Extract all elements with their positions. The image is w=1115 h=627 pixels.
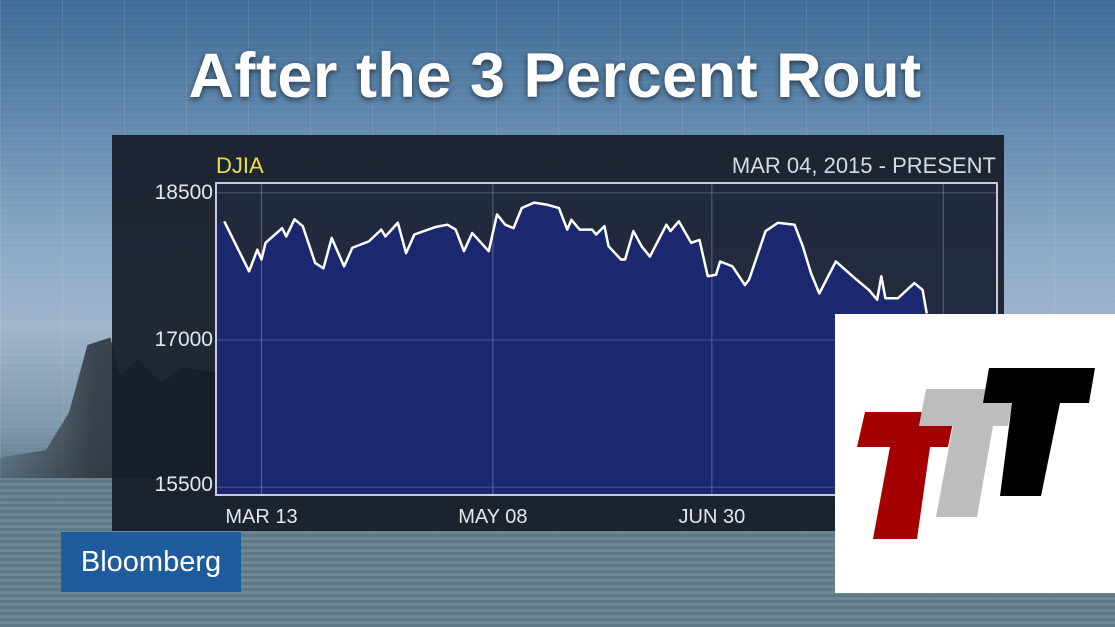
y-tick-label: 17000 <box>154 328 213 351</box>
black-t-shape <box>983 368 1095 496</box>
x-tick-label: JUN 30 <box>678 506 746 528</box>
y-tick-label: 18500 <box>154 181 213 204</box>
red-t-shape <box>857 412 955 539</box>
area-fill <box>216 202 927 496</box>
headline-title: After the 3 Percent Rout <box>188 41 922 111</box>
date-range-label: MAR 04, 2015 - PRESENT <box>731 153 996 178</box>
ttt-logo-icon <box>857 368 1095 539</box>
gray-t-shape <box>919 389 1015 517</box>
series-label: DJIA <box>216 153 264 178</box>
ttt-logo <box>835 314 1115 593</box>
y-tick-label: 15500 <box>154 473 213 496</box>
bloomberg-logo: Bloomberg <box>61 532 241 592</box>
x-tick-label: MAR 13 <box>225 506 298 528</box>
djia-line <box>223 201 928 314</box>
x-tick-label: MAY 08 <box>458 506 528 528</box>
